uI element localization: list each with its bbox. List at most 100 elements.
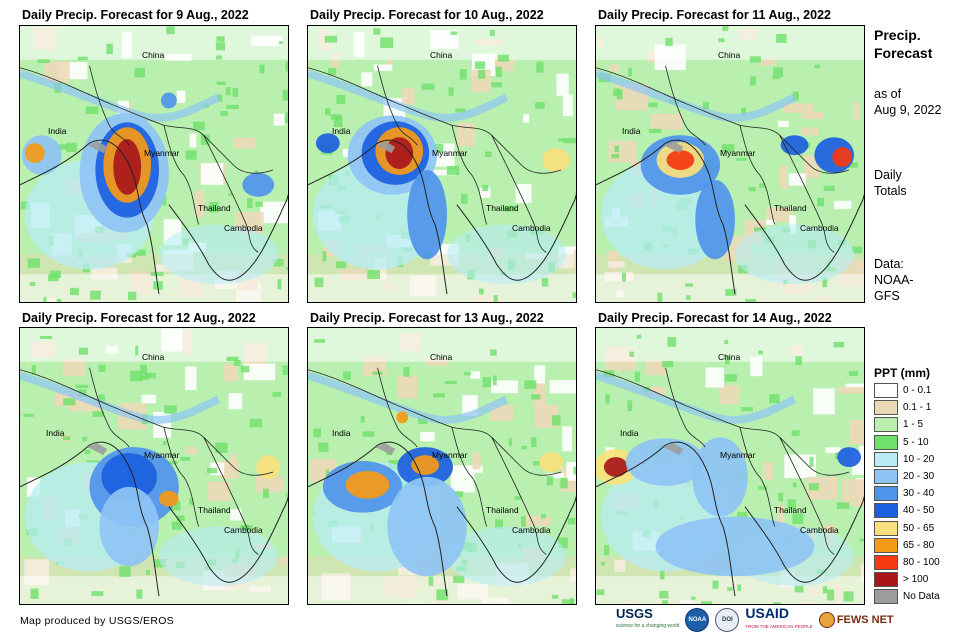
label-india: India: [332, 428, 351, 438]
label-india: India: [332, 126, 351, 136]
precip-raster: [596, 328, 864, 604]
label-cambodia: Cambodia: [800, 525, 839, 535]
label-myanmar: Myanmar: [720, 450, 756, 460]
legend-swatch: [874, 383, 898, 399]
legend-label: 80 - 100: [903, 556, 940, 568]
data-line2: NOAA-: [874, 273, 914, 287]
forecast-map-aug-12: China India Myanmar Thailand Cambodia: [19, 327, 289, 605]
panel-title-2: Daily Precip. Forecast for 10 Aug., 2022: [310, 8, 544, 22]
legend-label: 30 - 40: [903, 488, 935, 500]
legend-label: 5 - 10: [903, 436, 929, 448]
legend-label: 1 - 5: [903, 419, 924, 431]
precip-raster: [596, 26, 864, 302]
legend-label: 40 - 50: [903, 505, 935, 517]
label-china: China: [430, 352, 453, 362]
fews-net-logo-text: FEWS NET: [836, 614, 894, 626]
usgs-logo-text: USGS: [616, 606, 653, 621]
data-line1: Data:: [874, 257, 904, 271]
label-thailand: Thailand: [774, 203, 807, 213]
legend-swatch: [874, 469, 898, 485]
legend-item: 0.1 - 1: [874, 399, 940, 416]
as-of-line2: Aug 9, 2022: [874, 103, 942, 117]
precip-raster: [308, 328, 576, 604]
legend-label: No Data: [903, 591, 940, 603]
legend-item: 0 - 0.1: [874, 382, 940, 399]
label-thailand: Thailand: [198, 203, 231, 213]
label-china: China: [142, 352, 165, 362]
doi-seal-icon: DOI: [715, 608, 740, 632]
label-myanmar: Myanmar: [720, 148, 756, 158]
label-myanmar: Myanmar: [432, 148, 468, 158]
usaid-logo: USAID FROM THE AMERICAN PEOPLE: [745, 605, 813, 633]
label-thailand: Thailand: [486, 505, 519, 515]
precip-raster: [308, 26, 576, 302]
panel-title-5: Daily Precip. Forecast for 13 Aug., 2022: [310, 311, 544, 325]
forecast-map-aug-10: China India Myanmar Thailand Cambodia: [307, 25, 577, 303]
precip-raster: [20, 26, 288, 302]
label-china: China: [718, 50, 741, 60]
daily-line2: Totals: [874, 184, 907, 198]
label-india: India: [46, 428, 65, 438]
usgs-logo: USGS science for a changing world: [616, 606, 679, 632]
label-cambodia: Cambodia: [224, 223, 263, 233]
legend-swatch: [874, 537, 898, 553]
forecast-map-aug-11: China India Myanmar Thailand Cambodia: [595, 25, 865, 303]
data-line3: GFS: [874, 289, 900, 303]
label-india: India: [48, 126, 67, 136]
side-title-line1: Precip.: [874, 27, 921, 43]
forecast-map-aug-9: China India Myanmar Thailand Cambodia: [19, 25, 289, 303]
side-title: Precip. Forecast: [874, 26, 932, 62]
side-title-line2: Forecast: [874, 45, 933, 61]
label-china: China: [718, 352, 741, 362]
usaid-tagline: FROM THE AMERICAN PEOPLE: [745, 624, 813, 629]
panel-title-4: Daily Precip. Forecast for 12 Aug., 2022: [22, 311, 256, 325]
fews-net-emblem-icon: [818, 612, 835, 628]
legend-swatch: [874, 486, 898, 502]
legend-label: 0 - 0.1: [903, 385, 932, 397]
legend-swatch: [874, 589, 898, 605]
daily-totals-note: Daily Totals: [874, 167, 907, 199]
label-india: India: [620, 428, 639, 438]
daily-line1: Daily: [874, 168, 902, 182]
label-cambodia: Cambodia: [224, 525, 263, 535]
partner-logos: USGS science for a changing world NOAA D…: [616, 605, 894, 633]
legend-label: 20 - 30: [903, 471, 935, 483]
forecast-map-aug-14: China India Myanmar Thailand Cambodia: [595, 327, 865, 605]
legend-item: 80 - 100: [874, 554, 940, 571]
label-china: China: [430, 50, 453, 60]
precip-raster: [20, 328, 288, 604]
label-myanmar: Myanmar: [144, 450, 180, 460]
legend-item: 1 - 5: [874, 416, 940, 433]
legend-swatch: [874, 520, 898, 536]
data-source-note: Data: NOAA- GFS: [874, 256, 914, 304]
legend-label: 10 - 20: [903, 453, 935, 465]
legend-label: 0.1 - 1: [903, 402, 932, 414]
panel-title-1: Daily Precip. Forecast for 9 Aug., 2022: [22, 8, 249, 22]
label-cambodia: Cambodia: [512, 525, 551, 535]
legend-item: 65 - 80: [874, 537, 940, 554]
panel-title-6: Daily Precip. Forecast for 14 Aug., 2022: [598, 311, 832, 325]
legend-item: > 100: [874, 571, 940, 588]
label-china: China: [142, 50, 165, 60]
as-of-line1: as of: [874, 87, 902, 101]
as-of-note: as of Aug 9, 2022: [874, 86, 941, 118]
usaid-logo-text: USAID: [745, 605, 789, 621]
label-thailand: Thailand: [774, 505, 807, 515]
legend-item: 10 - 20: [874, 451, 940, 468]
map-credit: Map produced by USGS/EROS: [20, 615, 174, 627]
legend-swatch: [874, 572, 898, 588]
legend-item: 50 - 65: [874, 520, 940, 537]
fews-net-logo: FEWS NET: [818, 612, 894, 628]
label-thailand: Thailand: [486, 203, 519, 213]
noaa-logo: NOAA: [685, 608, 710, 632]
label-myanmar: Myanmar: [432, 450, 468, 460]
legend-item: 30 - 40: [874, 485, 940, 502]
label-india: India: [622, 126, 641, 136]
legend-swatch: [874, 434, 898, 450]
legend-item: 20 - 30: [874, 468, 940, 485]
label-cambodia: Cambodia: [512, 223, 551, 233]
label-myanmar: Myanmar: [144, 148, 180, 158]
legend-swatch: [874, 503, 898, 519]
label-cambodia: Cambodia: [800, 223, 839, 233]
legend-swatch: [874, 451, 898, 467]
